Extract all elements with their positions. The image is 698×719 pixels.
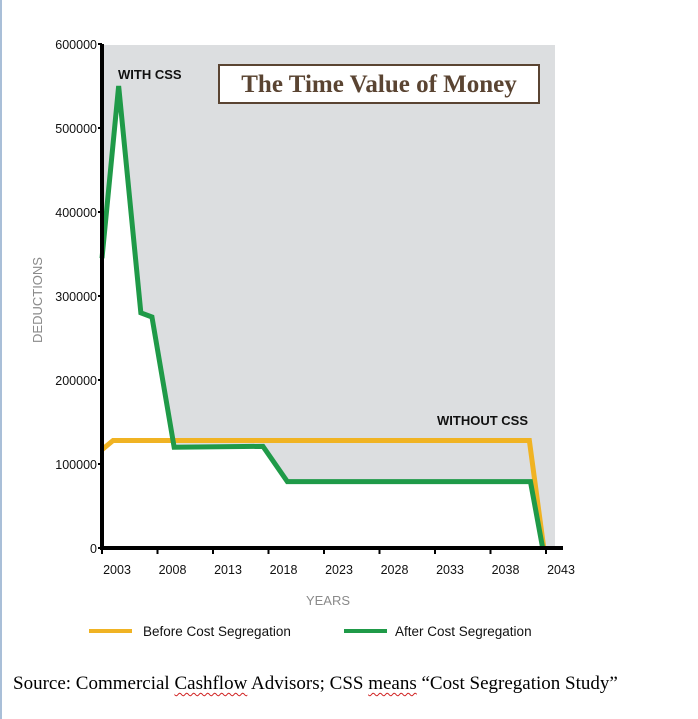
x-tick-label: 2028 bbox=[381, 563, 409, 577]
source-text-misspelled: means bbox=[368, 673, 417, 694]
y-tick-label: 400000 bbox=[55, 206, 97, 220]
x-tick-label: 2033 bbox=[436, 563, 464, 577]
left-border bbox=[0, 0, 2, 719]
source-note: Source: Commercial Cashflow Advisors; CS… bbox=[13, 673, 618, 695]
source-text-misspelled: Cashflow bbox=[174, 673, 248, 694]
source-text: “Cost Segregation Study” bbox=[416, 673, 618, 694]
title-box bbox=[218, 64, 540, 104]
y-tick-label: 600000 bbox=[55, 38, 97, 52]
y-tick-label: 200000 bbox=[55, 374, 97, 388]
y-tick-label: 500000 bbox=[55, 122, 97, 136]
chart-title: The Time Value of Money bbox=[241, 71, 517, 98]
series-line-before-cost-segregation bbox=[100, 437, 547, 549]
x-tick-label: 2013 bbox=[214, 563, 242, 577]
x-axis-label: YEARS bbox=[306, 593, 350, 608]
x-tick-label: 2018 bbox=[270, 563, 298, 577]
annotation-without-css: WITHOUT CSS bbox=[437, 413, 528, 428]
x-tick-label: 2043 bbox=[547, 563, 575, 577]
source-text: Advisors; CSS bbox=[247, 673, 369, 694]
y-tick-label: 100000 bbox=[55, 458, 97, 472]
series-line-after-cost-segregation bbox=[99, 85, 546, 549]
y-tick-label: 300000 bbox=[55, 290, 97, 304]
y-tick-label: 0 bbox=[90, 542, 97, 556]
x-tick-label: 2008 bbox=[159, 563, 187, 577]
x-tick-label: 2023 bbox=[325, 563, 353, 577]
x-tick-label: 2038 bbox=[492, 563, 520, 577]
legend-label-after: After Cost Segregation bbox=[395, 624, 532, 639]
x-tick-label: 2003 bbox=[103, 563, 131, 577]
legend: Before Cost Segregation After Cost Segre… bbox=[89, 624, 532, 639]
annotation-with-css: WITH CSS bbox=[118, 67, 182, 82]
y-axis-label: DEDUCTIONS bbox=[30, 257, 45, 343]
area-under-after-line bbox=[102, 86, 543, 548]
source-text: Source: Commercial bbox=[13, 673, 175, 694]
legend-label-before: Before Cost Segregation bbox=[143, 624, 291, 639]
